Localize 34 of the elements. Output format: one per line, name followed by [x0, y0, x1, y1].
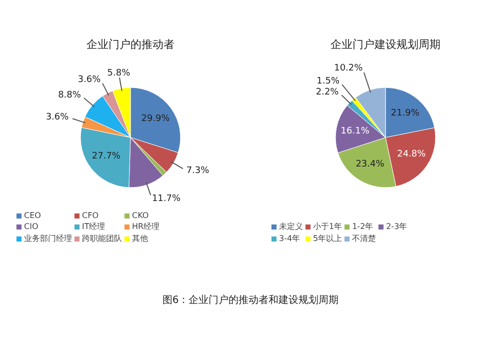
legend-label: 1-2年	[352, 221, 374, 232]
legend-label: 5年以上	[313, 233, 342, 244]
caption: 图6：企业门户的推动者和建设规划周期	[162, 294, 339, 306]
legend-label: 小于1年	[313, 221, 342, 232]
legend-label: 业务部门经理	[24, 233, 72, 244]
data-label: 3.6%	[46, 112, 70, 122]
data-label: 1.5%	[316, 76, 340, 86]
legend-label: 3-4年	[279, 233, 300, 244]
data-label: 21.9%	[390, 108, 420, 119]
data-label: 16.1%	[340, 126, 370, 137]
data-label: 2.2%	[316, 87, 340, 98]
legend-label: CFO	[82, 211, 100, 220]
legend-label: 其他	[132, 233, 149, 244]
legend-label: 不清楚	[352, 233, 376, 244]
legend-label: CIO	[24, 222, 40, 231]
chart-title: 企业门户的推动者	[86, 38, 174, 51]
data-label: 8.8%	[58, 90, 82, 100]
data-label: 7.3%	[186, 166, 210, 176]
data-label: 23.4%	[356, 159, 385, 170]
legend-label: 未定义	[279, 221, 303, 232]
legend-label: CEO	[24, 211, 42, 220]
data-label: 11.7%	[152, 194, 181, 204]
data-label: 5.8%	[107, 68, 131, 79]
data-label: 10.2%	[334, 64, 364, 74]
legend-label: 跨职能团队	[82, 233, 122, 244]
data-label: 27.7%	[92, 152, 121, 162]
legend-label: HR经理	[132, 221, 160, 232]
legend-label: 2-3年	[386, 221, 408, 232]
legend-label: IT经理	[82, 221, 106, 232]
chart-title: 企业门户建设规划周期	[330, 38, 440, 51]
data-label: 3.6%	[78, 74, 102, 85]
legend-label: CKO	[132, 211, 150, 220]
data-label: 24.8%	[397, 150, 426, 160]
data-label: 29.9%	[141, 114, 170, 124]
